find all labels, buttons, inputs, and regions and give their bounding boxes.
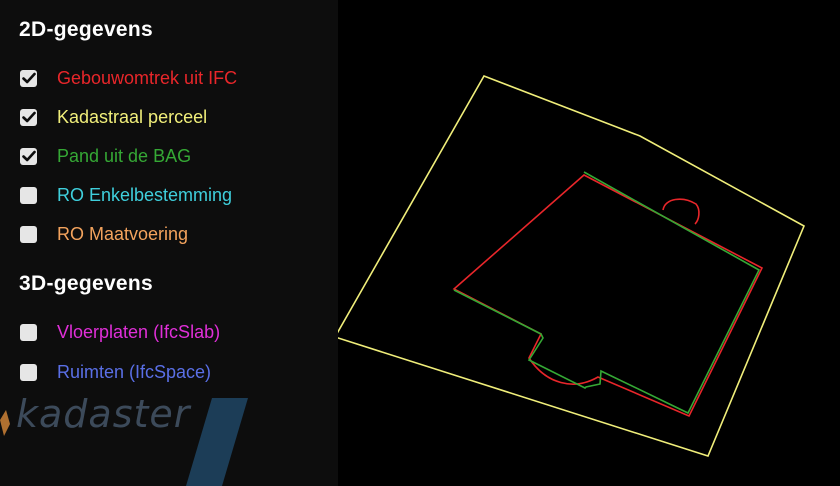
map-viewport[interactable]: [338, 0, 840, 486]
checkbox-icon[interactable]: [20, 323, 37, 341]
building-ifc-bay: [662, 198, 700, 225]
checkmark-icon: [21, 72, 36, 84]
kadaster-logo-text: kadaster: [16, 392, 191, 436]
layer-label-kadastraal-perceel[interactable]: Kadastraal perceel: [57, 106, 208, 127]
kadaster-logo-icon: [0, 398, 248, 486]
section-title-2d: 2D-gegevens: [19, 18, 154, 41]
map-canvas[interactable]: [338, 0, 840, 486]
checkbox-icon[interactable]: [20, 108, 37, 126]
layer-row-gebouwomtrek-ifc[interactable]: Gebouwomtrek uit IFC: [20, 66, 237, 90]
layer-row-pand-bag[interactable]: Pand uit de BAG: [20, 144, 191, 168]
layer-row-ro-maatvoering[interactable]: RO Maatvoering: [20, 222, 188, 246]
layer-row-vloerplaten[interactable]: Vloerplaten (IfcSlab): [20, 320, 220, 344]
checkmark-icon: [21, 111, 36, 123]
layer-label-vloerplaten[interactable]: Vloerplaten (IfcSlab): [57, 321, 221, 342]
checkmark-icon: [21, 150, 36, 162]
checkbox-icon[interactable]: [20, 69, 37, 87]
section-title-3d: 3D-gegevens: [19, 272, 154, 295]
layer-panel: kadaster 2D-gegevens Gebouwomtrek uit IF…: [0, 0, 338, 486]
layer-label-pand-bag[interactable]: Pand uit de BAG: [57, 145, 192, 166]
checkbox-icon[interactable]: [20, 147, 37, 165]
building-ifc-outline: [452, 174, 764, 418]
layer-label-ruimten[interactable]: Ruimten (IfcSpace): [57, 361, 212, 382]
checkbox-icon[interactable]: [20, 186, 37, 204]
checkbox-icon[interactable]: [20, 225, 37, 243]
layer-row-ruimten[interactable]: Ruimten (IfcSpace): [20, 360, 211, 384]
layer-label-gebouwomtrek-ifc[interactable]: Gebouwomtrek uit IFC: [57, 67, 238, 88]
building-bag-outline: [453, 171, 761, 415]
layer-label-ro-enkelbestemming[interactable]: RO Enkelbestemming: [57, 184, 233, 205]
layer-label-ro-maatvoering[interactable]: RO Maatvoering: [57, 223, 189, 244]
layer-row-kadastraal-perceel[interactable]: Kadastraal perceel: [20, 105, 207, 129]
layer-row-ro-enkelbestemming[interactable]: RO Enkelbestemming: [20, 183, 232, 207]
checkbox-icon[interactable]: [20, 363, 37, 381]
parcel-outline: [338, 75, 806, 457]
